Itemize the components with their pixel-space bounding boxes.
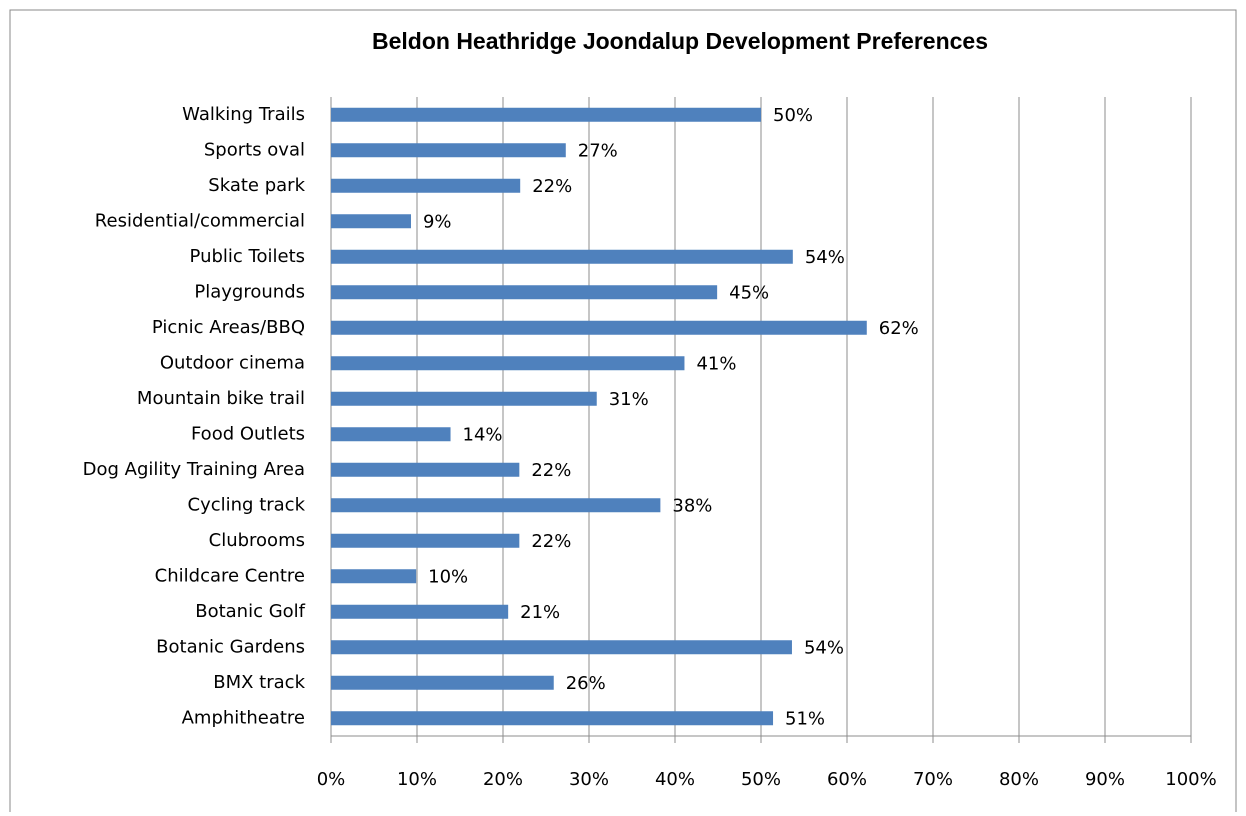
y-tick-label: Sports oval	[204, 139, 305, 160]
bar	[331, 143, 566, 158]
y-tick-label: Botanic Gardens	[156, 636, 305, 657]
value-label: 45%	[729, 282, 769, 303]
x-tick-label: 90%	[1085, 769, 1125, 790]
bar	[331, 178, 521, 193]
y-tick-label: Picnic Areas/BBQ	[152, 317, 305, 338]
value-label: 22%	[532, 176, 572, 197]
y-tick-label: Playgrounds	[194, 281, 305, 302]
x-tick-label: 100%	[1165, 769, 1216, 790]
y-tick-label: Mountain bike trail	[137, 388, 305, 409]
x-tick-label: 80%	[999, 769, 1039, 790]
value-label: 14%	[463, 424, 503, 445]
value-label: 54%	[805, 247, 845, 268]
y-tick-label: Clubrooms	[209, 530, 305, 551]
value-label: 22%	[531, 460, 571, 481]
y-tick-label: Walking Trails	[182, 104, 305, 125]
bar	[331, 533, 520, 548]
y-tick-label: Outdoor cinema	[160, 352, 305, 373]
x-tick-label: 10%	[397, 769, 437, 790]
y-tick-label: Skate park	[208, 175, 305, 196]
y-tick-label: Dog Agility Training Area	[83, 459, 305, 480]
chart-title: Beldon Heathridge Joondalup Development …	[372, 28, 988, 54]
y-tick-label: Residential/commercial	[95, 210, 305, 231]
bar	[331, 498, 661, 513]
bar	[331, 711, 774, 726]
x-tick-label: 40%	[655, 769, 695, 790]
y-tick-label: Botanic Golf	[195, 601, 305, 622]
y-tick-label: Cycling track	[188, 494, 306, 515]
x-tick-label: 20%	[483, 769, 523, 790]
value-label: 62%	[879, 318, 919, 339]
bar	[331, 214, 411, 229]
value-label: 27%	[578, 140, 618, 161]
x-tick-label: 70%	[913, 769, 953, 790]
x-tick-label: 0%	[317, 769, 346, 790]
x-tick-label: 50%	[741, 769, 781, 790]
y-tick-label: Public Toilets	[190, 246, 305, 267]
y-tick-label: Amphitheatre	[182, 707, 305, 728]
bar	[331, 391, 597, 406]
value-label: 9%	[423, 211, 452, 232]
value-label: 10%	[428, 566, 468, 587]
chart-frame	[9, 9, 1237, 816]
y-tick-label: BMX track	[213, 672, 305, 693]
bar	[331, 462, 520, 477]
value-label: 21%	[520, 602, 560, 623]
value-label: 51%	[785, 708, 825, 729]
bar	[331, 569, 417, 584]
bar	[331, 427, 451, 442]
bar	[331, 604, 509, 619]
y-tick-label: Food Outlets	[191, 423, 305, 444]
value-label: 31%	[609, 389, 649, 410]
bar	[331, 107, 761, 122]
value-label: 50%	[773, 105, 813, 126]
value-label: 38%	[672, 495, 712, 516]
y-tick-label: Childcare Centre	[155, 565, 305, 586]
bar	[331, 320, 867, 335]
value-label: 22%	[531, 531, 571, 552]
bar	[331, 675, 554, 690]
bar	[331, 640, 792, 655]
bar	[331, 356, 685, 371]
value-label: 54%	[804, 637, 844, 658]
value-label: 41%	[696, 353, 736, 374]
x-tick-label: 60%	[827, 769, 867, 790]
value-label: 26%	[566, 673, 606, 694]
bar	[331, 249, 793, 264]
bar	[331, 285, 718, 300]
x-tick-label: 30%	[569, 769, 609, 790]
